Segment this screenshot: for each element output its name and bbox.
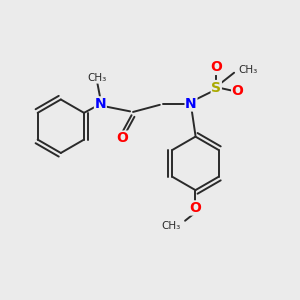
Text: CH₃: CH₃ (161, 221, 181, 231)
Text: CH₃: CH₃ (88, 73, 107, 83)
Text: S: S (211, 81, 221, 94)
Text: O: O (190, 201, 201, 215)
Text: O: O (232, 84, 244, 98)
Text: O: O (210, 60, 222, 74)
Text: CH₃: CH₃ (238, 65, 257, 75)
Text: N: N (185, 97, 197, 111)
Text: O: O (117, 131, 129, 145)
Text: N: N (94, 97, 106, 111)
